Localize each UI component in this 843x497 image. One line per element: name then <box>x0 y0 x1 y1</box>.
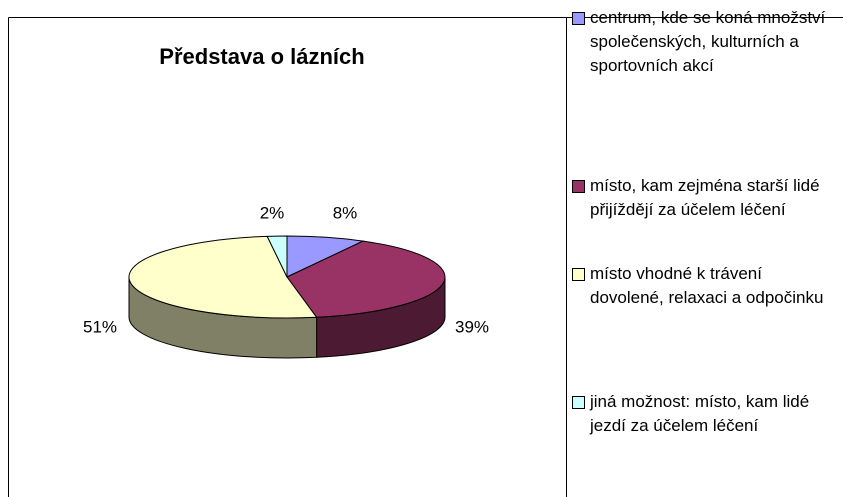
data-label: 2% <box>260 203 285 222</box>
legend-label: místo, kam zejména starší lidé přijížděj… <box>590 176 820 219</box>
chart-title: Představa o lázních <box>159 44 364 69</box>
data-label: 39% <box>455 317 489 336</box>
data-label: 51% <box>83 317 117 336</box>
legend-item: místo vhodné k trávení dovolené, relaxac… <box>572 262 840 310</box>
legend-item: místo, kam zejména starší lidé přijížděj… <box>572 174 840 222</box>
legend-swatch <box>572 180 585 193</box>
legend-label: jiná možnost: místo, kam lidé jezdí za ú… <box>590 392 810 435</box>
legend-item: centrum, kde se koná množství společensk… <box>572 6 840 78</box>
legend-swatch <box>572 268 585 281</box>
pie-slice <box>128 235 318 319</box>
pie-slice <box>286 240 446 318</box>
legend-item: jiná možnost: místo, kam lidé jezdí za ú… <box>572 390 840 438</box>
data-label: 8% <box>333 203 358 222</box>
legend-swatch <box>572 12 585 25</box>
legend-label: místo vhodné k trávení dovolené, relaxac… <box>590 264 824 307</box>
legend-swatch <box>572 396 585 409</box>
legend-label: centrum, kde se koná množství společensk… <box>590 8 826 75</box>
pie-slice <box>266 235 288 278</box>
